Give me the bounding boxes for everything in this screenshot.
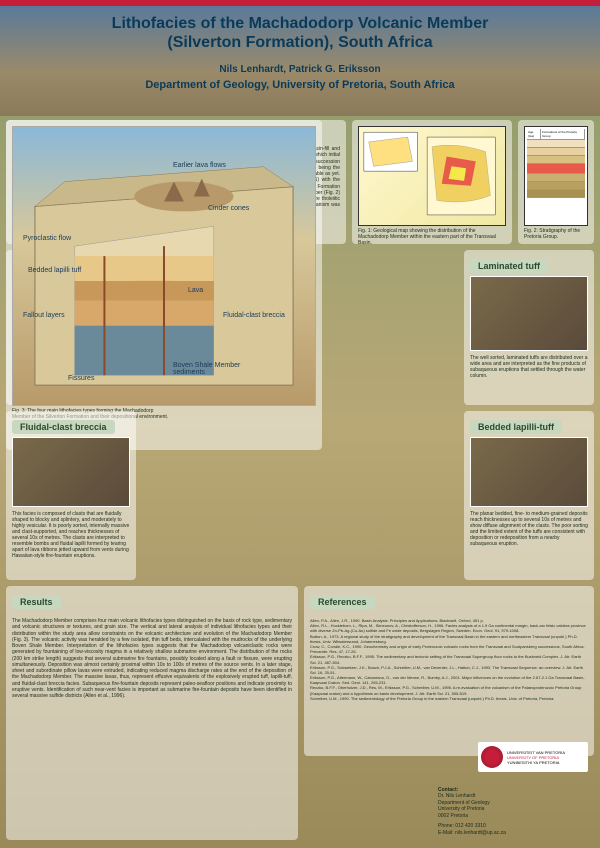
- logo-line1: UNIVERSITEIT VAN PRETORIA: [507, 750, 565, 755]
- content-area: Introduction The Pretoria Group, an up t…: [6, 120, 594, 842]
- logo-crest-icon: [481, 746, 503, 768]
- poster-header: Lithofacies of the Machadodorp Volcanic …: [0, 6, 600, 116]
- fig2-caption: Fig. 2: Stratigraphy of the Pretoria Gro…: [524, 228, 588, 240]
- label-lava: Lava: [188, 287, 203, 294]
- fluidal-breccia-section: Fluidal-clast breccia This facies is com…: [6, 411, 136, 580]
- results-heading: Results: [12, 595, 61, 609]
- results-text: The Machadodorp Member comprises four ma…: [12, 618, 292, 699]
- laminated-tuff-photo: [470, 276, 588, 351]
- contact-email: E-Mail: nils.lenhardt@up.ac.za: [438, 830, 588, 837]
- bedded-heading: Bedded lapilli-tuff: [470, 420, 562, 434]
- fluidal-heading: Fluidal-clast breccia: [12, 420, 115, 434]
- bedded-lapilli-photo: [470, 437, 588, 507]
- stratigraphy-column: Age (Ga)Formations of the Pretoria Group: [524, 126, 588, 226]
- map-svg: [359, 127, 505, 225]
- strat-age-header: Age (Ga): [527, 129, 541, 139]
- laminated-heading: Laminated tuff: [470, 259, 548, 273]
- title-line2: (Silverton Formation), South Africa: [0, 33, 600, 52]
- laminated-text: The well sorted, laminated tuffs are dis…: [470, 355, 588, 379]
- contact-city: 0002 Pretoria: [438, 813, 588, 820]
- figure-2-stratigraphy: Age (Ga)Formations of the Pretoria Group…: [518, 120, 594, 244]
- geological-map: [358, 126, 506, 226]
- references-heading: References: [310, 595, 375, 609]
- references-text: Allen, P.A., Allen, J.R., 1990. Basin An…: [310, 618, 588, 701]
- label-cinder: Cinder cones: [208, 205, 249, 212]
- fluidal-breccia-photo: [12, 437, 130, 507]
- lithofacies-diagram: Earlier lava flows Cinder cones Pyroclas…: [12, 126, 316, 406]
- label-pyro: Pyroclastic flow: [23, 235, 71, 242]
- strat-form-header: Formations of the Pretoria Group: [541, 129, 585, 139]
- logo-line2: UNIVERSITY OF PRETORIA: [507, 755, 565, 760]
- fig1-caption: Fig. 1: Geological map showing the distr…: [358, 228, 506, 246]
- logo-text: UNIVERSITEIT VAN PRETORIA UNIVERSITY OF …: [507, 750, 565, 765]
- label-bedded: Bedded lapilli tuff: [28, 267, 81, 274]
- authors: Nils Lenhardt, Patrick G. Eriksson: [0, 64, 600, 75]
- laminated-tuff-section: Laminated tuff The well sorted, laminate…: [464, 250, 594, 405]
- university-logo: UNIVERSITEIT VAN PRETORIA UNIVERSITY OF …: [478, 742, 588, 772]
- label-boven: Boven Shale Member sediments: [173, 362, 263, 376]
- bedded-lapilli-section: Bedded lapilli-tuff The planar bedded, f…: [464, 411, 594, 580]
- figure-1-map: Fig. 1: Geological map showing the distr…: [352, 120, 512, 244]
- label-fluidal: Fluidal-clast breccia: [223, 312, 285, 319]
- title-line1: Lithofacies of the Machadodorp Volcanic …: [0, 14, 600, 33]
- label-fissures: Fissures: [68, 375, 94, 382]
- fluidal-text: This facies is composed of clasts that a…: [12, 511, 130, 559]
- references-section: References Allen, P.A., Allen, J.R., 199…: [304, 586, 594, 756]
- logo-line3: YUNIBESITHI YA PRETORIA: [507, 760, 565, 765]
- bedded-text: The planar bedded, fine- to medium-grain…: [470, 511, 588, 547]
- diagram-svg: [13, 127, 315, 405]
- contact-block: Contact: Dr. Nils Lenhardt Department of…: [438, 787, 588, 837]
- central-diagram-section: Earlier lava flows Cinder cones Pyroclas…: [6, 120, 322, 450]
- label-fallout: Fallout layers: [23, 312, 65, 319]
- label-earlier: Earlier lava flows: [173, 162, 226, 169]
- department: Department of Geology, University of Pre…: [0, 79, 600, 91]
- results-section: Results The Machadodorp Member comprises…: [6, 586, 298, 840]
